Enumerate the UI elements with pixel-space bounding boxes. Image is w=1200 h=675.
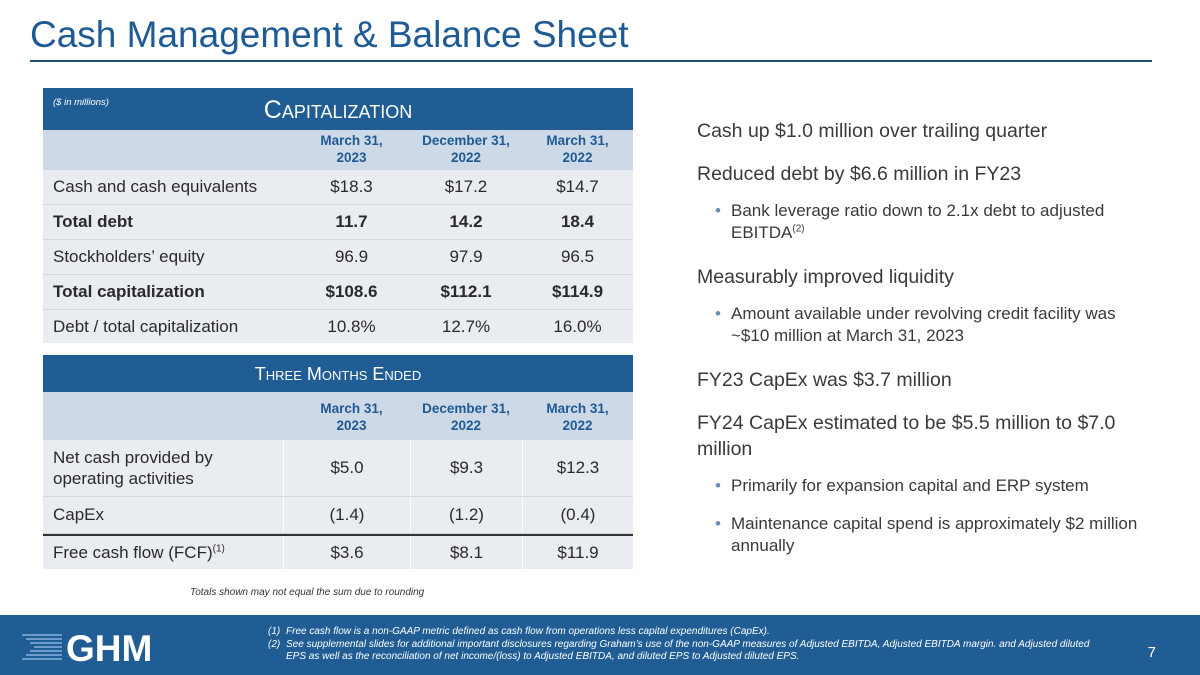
table-row: Total debt 11.7 14.2 18.4 — [43, 205, 633, 240]
sub-bullet: • Amount available under revolving credi… — [697, 303, 1157, 347]
capitalization-column-headers: March 31, 2023 December 31, 2022 March 3… — [43, 130, 633, 170]
highlight-fy24-capex: FY24 CapEx estimated to be $5.5 million … — [697, 412, 1116, 460]
sub-bullet-text: Maintenance capital spend is approximate… — [731, 514, 1138, 555]
fcf-label: Free cash flow (FCF) — [53, 543, 213, 562]
row-label: Stockholders’ equity — [53, 247, 205, 266]
sub-bullet-text: Bank leverage ratio down to 2.1x debt to… — [731, 201, 1105, 242]
sub-bullet: • Bank leverage ratio down to 2.1x debt … — [697, 200, 1157, 244]
page-title: Cash Management & Balance Sheet — [30, 14, 629, 55]
cell: $112.1 — [440, 282, 492, 301]
footnote-text: See supplemental slides for additional i… — [286, 638, 1090, 663]
footnote-number: (2) — [268, 638, 281, 650]
cell: $108.6 — [325, 282, 378, 301]
cell: 11.7 — [335, 212, 368, 231]
highlight-liquidity: Measurably improved liquidity — [697, 266, 954, 288]
cashflow-header: Three Months Ended — [43, 355, 633, 392]
column-header: March 31, 2022 — [546, 401, 609, 433]
footer-bar: GHM (1) Free cash flow is a non-GAAP met… — [0, 615, 1200, 675]
highlight-debt: Reduced debt by $6.6 million in FY23 — [697, 163, 1022, 185]
cell: 16.0% — [553, 317, 602, 336]
row-label: Total debt — [53, 212, 133, 231]
cell: $18.3 — [330, 177, 373, 196]
footnote-1: (1) Free cash flow is a non-GAAP metric … — [268, 626, 1108, 639]
footnote-number: (1) — [268, 626, 281, 637]
cell: $5.0 — [283, 440, 410, 496]
bullet-icon: • — [715, 514, 721, 533]
cell: (1.4) — [283, 497, 410, 533]
table-row: Stockholders’ equity 96.9 97.9 96.5 — [43, 240, 633, 275]
rounding-note: Totals shown may not equal the sum due t… — [190, 587, 425, 598]
sub-bullet: • Primarily for expansion capital and ER… — [697, 475, 1157, 497]
sub-bullet-text: Primarily for expansion capital and ERP … — [731, 476, 1089, 495]
cell: $9.3 — [410, 440, 522, 496]
cashflow-column-headers: March 31, 2023 December 31, 2022 March 3… — [43, 392, 633, 440]
title-divider — [30, 60, 1152, 62]
row-label: Debt / total capitalization — [53, 317, 239, 336]
highlights: Cash up $1.0 million over trailing quart… — [697, 118, 1157, 577]
highlight-cash: Cash up $1.0 million over trailing quart… — [697, 120, 1048, 142]
units-label: ($ in millions) — [53, 97, 109, 108]
row-label: Cash and cash equivalents — [53, 177, 258, 196]
capitalization-header: ($ in millions) Capitalization — [43, 88, 633, 130]
highlight-fy23-capex: FY23 CapEx was $3.7 million — [697, 369, 952, 391]
footnote-ref: (1) — [212, 543, 225, 555]
capitalization-table: ($ in millions) Capitalization March 31,… — [43, 88, 633, 343]
column-header: March 31, 2023 — [320, 401, 383, 433]
table-row: CapEx (1.4) (1.2) (0.4) — [43, 497, 633, 534]
cell: $3.6 — [283, 536, 410, 570]
table-row: Free cash flow (FCF)(1) $3.6 $8.1 $11.9 — [43, 534, 633, 570]
cell: $114.9 — [551, 282, 604, 301]
footnotes: (1) Free cash flow is a non-GAAP metric … — [268, 626, 1108, 664]
cell: 10.8% — [327, 317, 376, 336]
cell: 12.7% — [441, 317, 491, 336]
ghm-logo: GHM — [22, 628, 198, 669]
column-header: March 31, 2023 — [320, 133, 383, 165]
page-number: 7 — [1147, 644, 1156, 661]
table-row: Total capitalization $108.6 $112.1 $114.… — [43, 275, 633, 310]
table-row: Debt / total capitalization 10.8% 12.7% … — [43, 310, 633, 344]
footnote-text: Free cash flow is a non-GAAP metric defi… — [286, 626, 770, 637]
cell: (0.4) — [522, 497, 633, 533]
table-row: Cash and cash equivalents $18.3 $17.2 $1… — [43, 170, 633, 205]
cell: 96.9 — [334, 247, 369, 266]
cell: $11.9 — [522, 536, 633, 570]
svg-text:GHM: GHM — [66, 630, 152, 664]
cashflow-table: Three Months Ended March 31, 2023 Decemb… — [43, 355, 633, 570]
bullet-icon: • — [715, 304, 721, 323]
cell: $8.1 — [410, 536, 522, 570]
cell: 97.9 — [449, 247, 483, 266]
cell: $17.2 — [444, 177, 488, 196]
column-header: December 31, 2022 — [422, 133, 510, 165]
row-label: Net cash provided by operating activitie… — [53, 448, 213, 488]
row-label: Total capitalization — [53, 282, 205, 301]
cell: $12.3 — [522, 440, 633, 496]
column-header: December 31, 2022 — [422, 401, 510, 433]
bullet-icon: • — [715, 476, 721, 495]
footnote-2: (2) See supplemental slides for addition… — [268, 639, 1108, 664]
sub-bullet: • Maintenance capital spend is approxima… — [697, 513, 1157, 557]
cell: 14.2 — [449, 212, 483, 231]
cell: 96.5 — [560, 247, 595, 266]
footnote-ref: (2) — [792, 223, 805, 235]
bullet-icon: • — [715, 201, 721, 220]
cell: 18.4 — [560, 212, 595, 231]
cashflow-title: Three Months Ended — [254, 364, 422, 384]
cell: $14.7 — [556, 177, 599, 196]
sub-bullet-text: Amount available under revolving credit … — [731, 304, 1116, 345]
row-label: Free cash flow (FCF)(1) — [43, 543, 283, 563]
column-header: March 31, 2022 — [546, 133, 609, 165]
row-label: CapEx — [53, 505, 105, 524]
cell: (1.2) — [410, 497, 522, 533]
table-row: Net cash provided by operating activitie… — [43, 440, 633, 497]
capitalization-title: Capitalization — [263, 96, 413, 124]
